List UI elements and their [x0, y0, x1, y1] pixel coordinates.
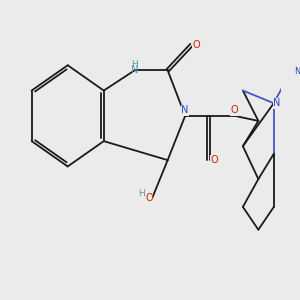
Text: O: O — [145, 193, 153, 203]
Text: N: N — [294, 67, 300, 76]
Text: H: H — [131, 60, 138, 69]
Text: O: O — [210, 155, 218, 165]
Text: O: O — [193, 40, 200, 50]
Text: N: N — [131, 65, 138, 75]
Text: O: O — [231, 105, 239, 115]
Text: N: N — [182, 105, 189, 115]
Text: N: N — [273, 98, 281, 108]
Text: H: H — [138, 189, 145, 198]
